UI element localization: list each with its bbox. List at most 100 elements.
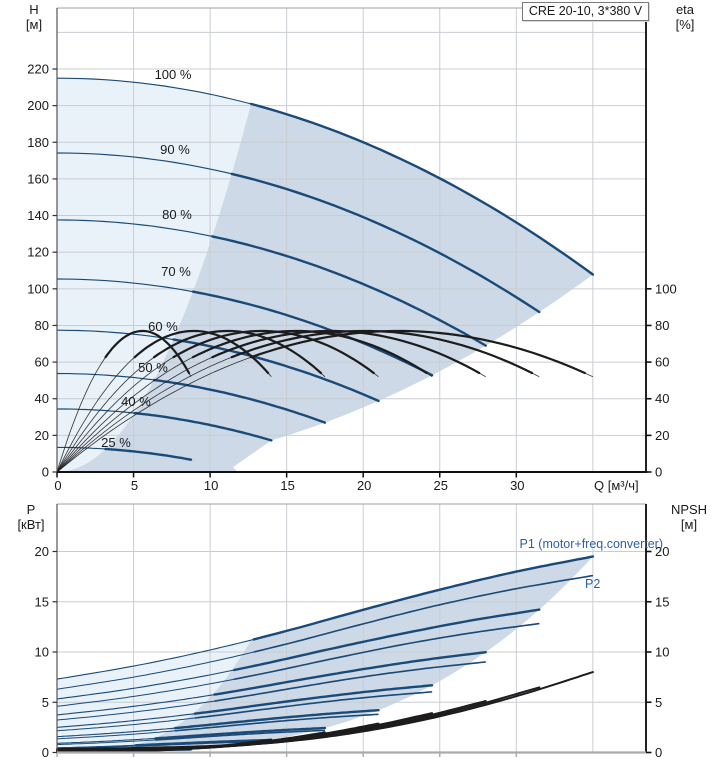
- eta-curve-thick-40: [133, 329, 270, 375]
- h-curve-thick-80: [211, 235, 487, 347]
- eta-tick-label: 20: [655, 428, 669, 443]
- h-curve-thick-25: [104, 447, 193, 461]
- speed-label-50: 50 %: [138, 360, 168, 375]
- eta-curve-thick-90: [230, 329, 534, 375]
- eta-axis-symbol: eta: [675, 2, 695, 17]
- speed-label-70: 70 %: [161, 264, 191, 279]
- h-curve-thick-60: [172, 338, 380, 403]
- q-tick-label: 25: [434, 478, 448, 493]
- h-axis-symbol: H: [29, 2, 39, 17]
- eta-curve-thick-50: [153, 329, 322, 375]
- tick-marks: [52, 68, 652, 757]
- p-tick-label: 5: [42, 695, 49, 710]
- speed-label-90: 90 %: [160, 142, 190, 157]
- p1-curve-label: P1 (motor+freq.converter): [519, 537, 663, 551]
- tick-labels: 0 5 10 15 20 25 300204060801001201401601802002…: [27, 62, 676, 760]
- q-tick-label: 0: [54, 478, 61, 493]
- h-curve-thick-100: [249, 102, 595, 276]
- p2-curve-thick-50: [155, 729, 325, 741]
- npsh-tick-label: 0: [655, 745, 662, 760]
- h-tick-label: 40: [35, 391, 49, 406]
- h-tick-label: 120: [27, 245, 49, 260]
- p-tick-label: 15: [35, 594, 49, 609]
- eta-axis-title: eta [%]: [668, 2, 702, 32]
- eta-curve-thick-25: [104, 329, 191, 375]
- npsh-curves: [56, 671, 594, 754]
- h-axis-unit: [м]: [25, 17, 43, 32]
- npsh-tick-label: 15: [655, 594, 669, 609]
- head-speed-curves: [56, 77, 595, 461]
- h-tick-label: 60: [35, 355, 49, 370]
- npsh-axis-symbol: NPSH: [670, 502, 708, 517]
- h-tick-label: 0: [42, 465, 49, 480]
- p2-curve-thick-100: [253, 574, 594, 653]
- eta-tick-label: 60: [655, 355, 669, 370]
- p-tick-label: 10: [35, 645, 49, 660]
- axes-frame: [56, 7, 647, 754]
- q-tick-label: 15: [280, 478, 294, 493]
- npsh-tick-label: 20: [655, 544, 669, 559]
- h-curve-thick-50: [152, 378, 327, 424]
- speed-label-60: 60 %: [148, 319, 178, 334]
- p1-curve-thick-80: [213, 651, 487, 696]
- p-axis-unit: [кВт]: [17, 517, 45, 532]
- pump-title-box: CRE 20-10, 3*380 V: [522, 2, 649, 21]
- speed-label-25: 25 %: [101, 435, 131, 450]
- npsh-axis-title: NPSH [м]: [664, 502, 714, 532]
- low-flow-region-fill: [57, 78, 252, 472]
- q-tick-label: 20: [357, 478, 371, 493]
- p1-curve-thick-40: [134, 738, 273, 747]
- p2-curve-thick-80: [214, 661, 486, 702]
- q-axis-label: Q [м³/ч]: [594, 478, 639, 493]
- p-tick-label: 0: [42, 745, 49, 760]
- npsh-tick-label: 5: [655, 695, 662, 710]
- eta-curves: [56, 329, 594, 473]
- eta-tick-label: 80: [655, 318, 669, 333]
- speed-label-100: 100 %: [154, 67, 192, 82]
- p2-curve-thick-90: [234, 622, 540, 680]
- p2-curve-thick-70: [194, 691, 433, 719]
- h-axis-title: H [м]: [20, 2, 48, 32]
- eta-curve-thick-60: [172, 329, 375, 375]
- eta-tick-label: 40: [655, 391, 669, 406]
- h-curve-thick-90: [230, 172, 541, 314]
- h-curve-thick-70: [191, 290, 434, 377]
- eta-axis-unit: [%]: [675, 17, 695, 32]
- eta-tick-label: 100: [655, 281, 677, 296]
- gridlines: [57, 8, 646, 753]
- p2-curve-label: P2: [585, 577, 601, 591]
- q-tick-label: 30: [510, 478, 524, 493]
- h-tick-label: 100: [27, 281, 49, 296]
- p-tick-label: 20: [35, 544, 49, 559]
- operating-envelope-fill: [57, 103, 593, 473]
- envelope-fills: [57, 78, 593, 753]
- eta-curve-thick-100: [250, 329, 586, 375]
- h-tick-label: 180: [27, 135, 49, 150]
- h-tick-label: 160: [27, 171, 49, 186]
- speed-label-40: 40 %: [121, 394, 151, 409]
- p1-curve-thick-100: [252, 555, 595, 641]
- eta-curve-thick-80: [211, 329, 481, 375]
- h-tick-label: 20: [35, 428, 49, 443]
- power-fan-fill: [57, 639, 252, 753]
- p1-curve-thick-70: [193, 684, 434, 715]
- npsh-tick-label: 10: [655, 645, 669, 660]
- h-tick-label: 80: [35, 318, 49, 333]
- p-axis-title: P [кВт]: [12, 502, 50, 532]
- power-envelope-fill: [57, 556, 593, 753]
- q-tick-label: 10: [204, 478, 218, 493]
- q-tick-label: 5: [131, 478, 138, 493]
- h-tick-label: 220: [27, 62, 49, 77]
- npsh-axis-unit: [м]: [680, 517, 698, 532]
- p-axis-symbol: P: [26, 502, 36, 517]
- h-tick-label: 200: [27, 98, 49, 113]
- p1-curve-thick-50: [154, 726, 327, 740]
- h-tick-label: 140: [27, 208, 49, 223]
- speed-label-80: 80 %: [162, 207, 192, 222]
- eta-tick-label: 0: [655, 465, 662, 480]
- p2-curve-thick-60: [175, 713, 379, 732]
- p1-curve-thick-60: [173, 709, 380, 730]
- h-curve-thick-40: [133, 411, 273, 442]
